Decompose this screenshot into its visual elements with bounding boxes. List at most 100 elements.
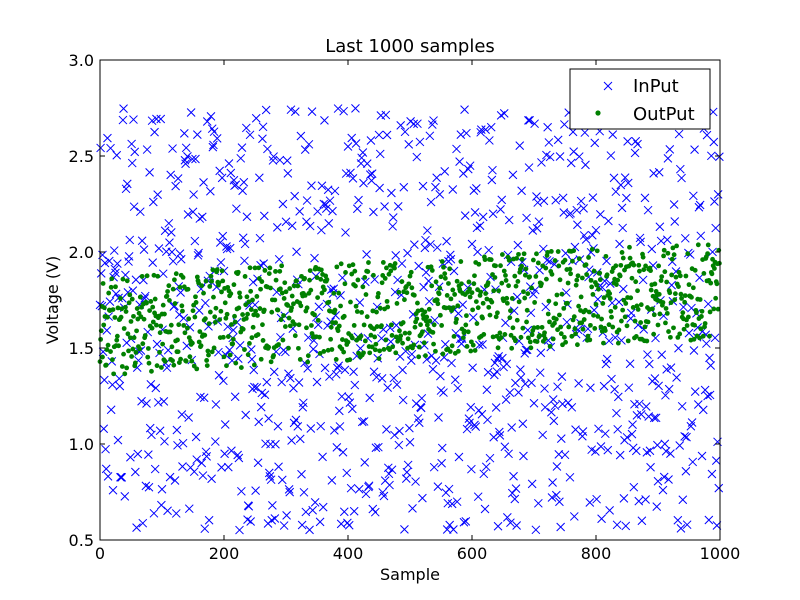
output-point [424,322,430,328]
output-point [435,301,441,307]
input-point [361,489,371,499]
output-point [211,345,217,351]
output-point [205,348,211,354]
output-point [266,344,272,350]
input-point [268,501,277,510]
output-point [348,299,353,305]
input-point [643,350,652,359]
input-point [284,485,294,494]
input-point [219,376,228,386]
output-point [111,371,117,377]
input-point [282,156,292,165]
input-point [508,170,518,180]
output-point [165,289,170,294]
output-point [360,284,366,290]
input-point [617,203,627,213]
input-point [682,432,691,442]
output-point [389,332,395,338]
output-point [565,280,571,286]
input-point [178,438,188,448]
output-point [550,336,556,342]
input-point [270,514,280,523]
input-point [109,246,119,255]
input-point [453,383,463,393]
input-point [399,182,409,192]
input-point [476,125,486,134]
output-point [685,314,691,320]
output-point [373,341,379,347]
output-point [157,349,162,355]
input-point [242,212,252,222]
input-point [99,375,109,385]
input-point [620,173,630,183]
output-point [258,286,263,292]
input-point [512,521,521,530]
output-point [662,269,668,275]
output-point [242,274,248,279]
output-point [571,248,577,254]
input-point [679,302,688,312]
input-point [262,377,272,387]
output-point [292,333,298,339]
input-point [304,139,314,149]
output-point [531,325,537,331]
output-point [679,295,684,301]
output-point [225,334,231,339]
input-point [171,509,181,518]
output-point [151,272,157,278]
input-point [560,450,570,460]
x-tick-label: 1000 [700,544,741,563]
output-point [318,267,324,273]
output-point [591,312,596,318]
input-point [212,134,222,143]
output-point [673,274,679,280]
input-point [215,238,225,247]
output-point [362,275,368,280]
output-point [513,283,519,289]
output-point [118,295,123,301]
output-point [229,322,234,327]
input-point [388,221,397,231]
input-point [313,320,323,330]
output-point [711,306,717,312]
output-point [490,334,496,340]
input-point [362,159,372,169]
input-point [250,382,259,392]
output-point [513,338,518,344]
input-point [528,226,538,235]
y-tick-label: 1.5 [69,339,94,358]
output-point [325,347,331,353]
output-point [452,292,458,297]
output-point [542,336,548,342]
input-point [405,437,415,447]
output-point [472,273,477,279]
output-point [296,345,301,351]
output-point [498,335,504,340]
input-point [402,467,412,477]
output-point [376,356,382,361]
input-point [493,521,503,531]
output-point [619,250,625,255]
output-point [157,330,163,336]
input-point [610,384,619,394]
input-point [627,429,637,439]
output-point [519,256,525,262]
output-point [533,274,539,279]
output-point [336,323,342,329]
input-point [108,485,118,495]
output-point [162,311,167,317]
input-point [190,236,200,246]
output-point [119,306,125,312]
input-point [578,427,588,436]
output-point [558,331,564,337]
input-point [649,169,659,178]
output-point [409,285,415,291]
output-point [353,303,359,309]
output-point [545,311,551,317]
output-point [393,350,399,356]
output-point [283,289,289,295]
output-point [518,334,524,340]
output-point [314,275,320,280]
output-point [553,301,559,307]
input-point [153,398,163,407]
